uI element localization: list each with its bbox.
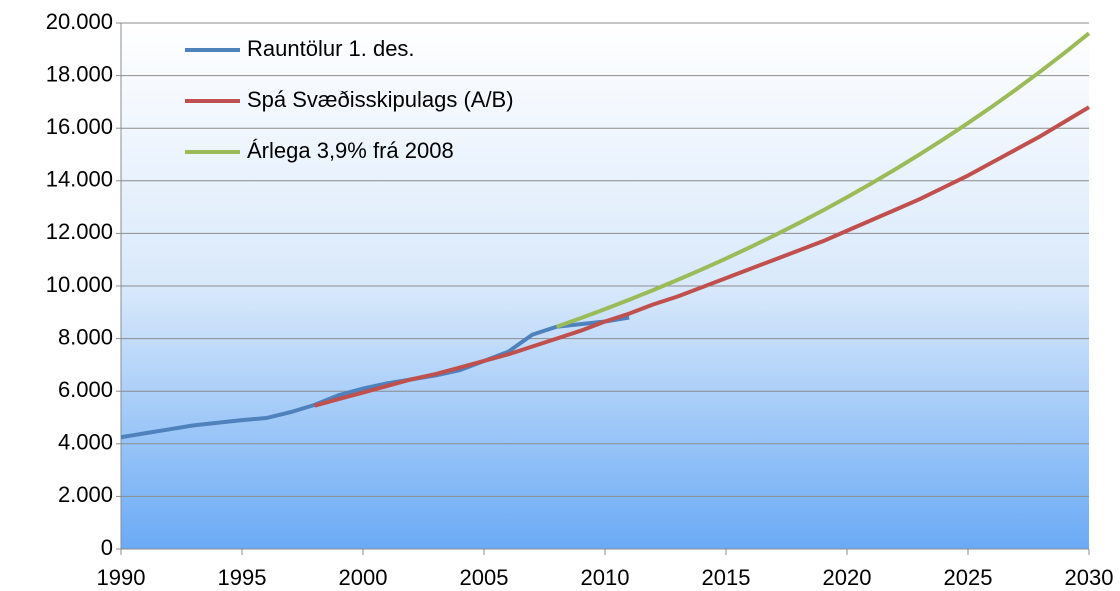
y-tick-label: 18.000 [46, 61, 113, 86]
series-line [555, 31, 1091, 329]
x-tick-label: 2015 [702, 565, 751, 590]
y-tick-label: 12.000 [46, 219, 113, 244]
y-tick-label: 14.000 [46, 167, 113, 192]
x-tick-label: 2020 [823, 565, 872, 590]
y-tick-label: 2.000 [58, 482, 113, 507]
legend-label: Rauntölur 1. des. [247, 36, 415, 61]
x-tick-label: 1995 [218, 565, 267, 590]
series-line [120, 315, 630, 440]
x-tick-label: 2030 [1065, 565, 1114, 590]
x-tick-label: 1990 [97, 565, 146, 590]
series-line [314, 105, 1091, 408]
x-tick-label: 2010 [581, 565, 630, 590]
legend-label: Árlega 3,9% frá 2008 [247, 138, 454, 163]
y-tick-label: 0 [101, 535, 113, 560]
x-tick-label: 2005 [460, 565, 509, 590]
legend-label: Spá Svæðisskipulags (A/B) [247, 87, 514, 112]
y-tick-label: 4.000 [58, 430, 113, 455]
y-tick-label: 8.000 [58, 324, 113, 349]
y-tick-label: 16.000 [46, 114, 113, 139]
x-tick-label: 2000 [339, 565, 388, 590]
y-tick-label: 20.000 [46, 9, 113, 34]
y-tick-label: 6.000 [58, 377, 113, 402]
x-tick-label: 2025 [944, 565, 993, 590]
y-tick-label: 10.000 [46, 272, 113, 297]
